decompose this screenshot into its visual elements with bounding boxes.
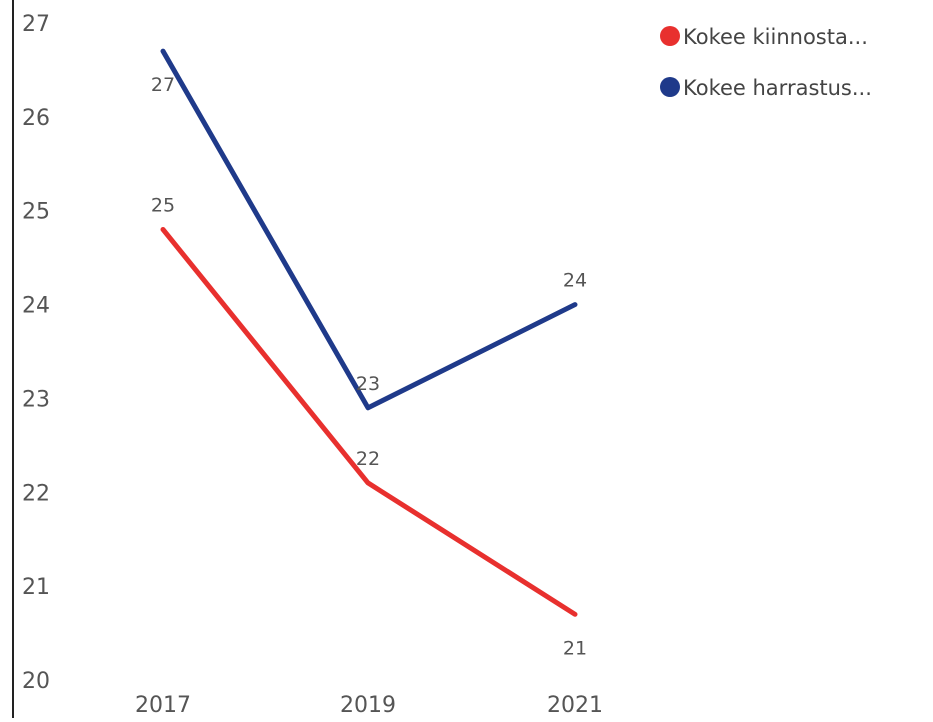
legend-marker xyxy=(660,77,680,97)
y-tick-label: 22 xyxy=(22,481,50,506)
y-tick-label: 26 xyxy=(22,106,50,131)
legend-marker xyxy=(660,26,680,46)
data-labels: 25 22 21 27 23 24 xyxy=(151,74,587,659)
data-label: 23 xyxy=(356,373,380,395)
legend-label: Kokee kiinnosta... xyxy=(683,25,868,49)
data-label: 22 xyxy=(356,448,380,470)
series-line xyxy=(163,229,575,614)
legend: Kokee kiinnosta... Kokee harrastus... xyxy=(660,25,872,100)
y-tick-label: 27 xyxy=(22,12,50,37)
y-axis-ticks: 20 21 22 23 24 25 26 27 xyxy=(22,12,50,694)
series-lines xyxy=(163,51,575,614)
data-label: 27 xyxy=(151,74,175,96)
x-tick-label: 2019 xyxy=(340,693,396,718)
x-tick-label: 2017 xyxy=(135,693,191,718)
data-label: 21 xyxy=(563,637,587,659)
data-label: 25 xyxy=(151,194,175,216)
y-tick-label: 20 xyxy=(22,669,50,694)
y-tick-label: 24 xyxy=(22,294,50,319)
x-axis-ticks: 2017 2019 2021 xyxy=(135,693,603,718)
x-tick-label: 2021 xyxy=(547,693,603,718)
y-tick-label: 25 xyxy=(22,200,50,225)
y-tick-label: 23 xyxy=(22,387,50,412)
y-tick-label: 21 xyxy=(22,575,50,600)
data-label: 24 xyxy=(563,270,587,292)
legend-label: Kokee harrastus... xyxy=(683,76,872,100)
series-line xyxy=(163,51,575,408)
